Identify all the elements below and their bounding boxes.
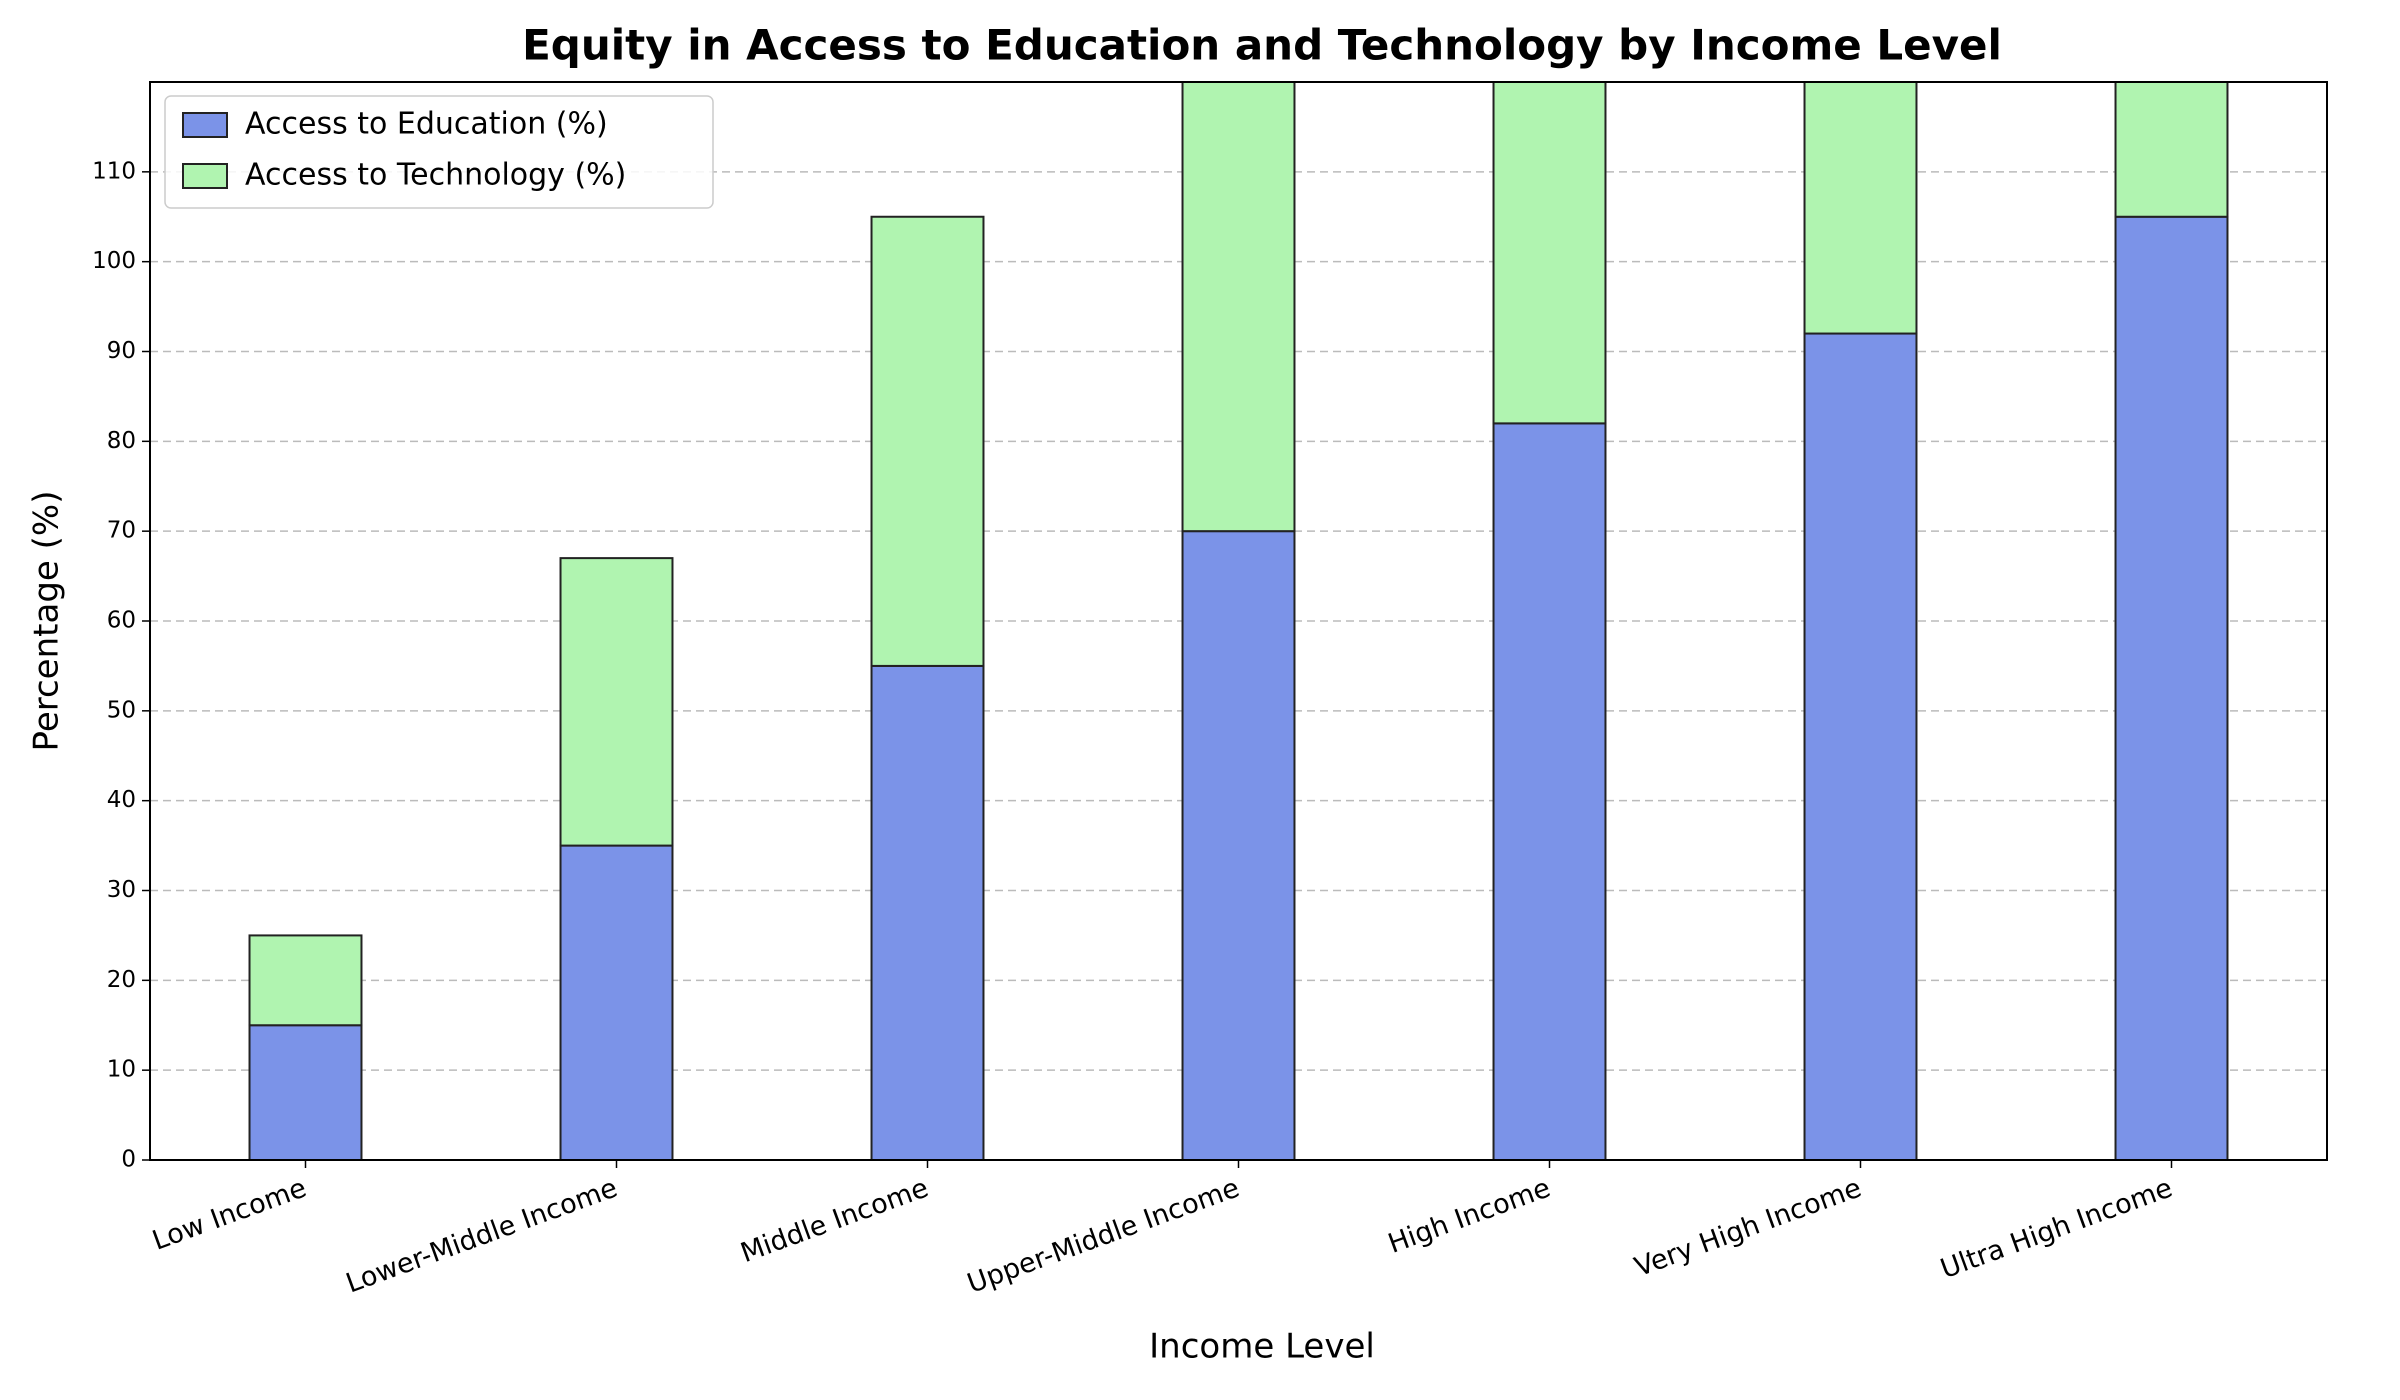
y-tick-label: 80 xyxy=(107,428,136,454)
bar-segment xyxy=(2114,215,2229,1160)
y-tick-label: 30 xyxy=(107,877,136,903)
y-tick-label: 0 xyxy=(121,1147,136,1173)
x-tick-label: Very High Income xyxy=(1631,1172,1866,1283)
y-tick-label: 110 xyxy=(92,158,136,184)
y-tick-label: 70 xyxy=(107,518,136,544)
bar-segment xyxy=(559,844,674,1160)
bar-segment xyxy=(1492,82,1607,425)
legend: Access to Education (%) Access to Technol… xyxy=(164,95,714,209)
y-tick-label: 60 xyxy=(107,608,136,634)
x-tick-label: Lower-Middle Income xyxy=(342,1172,621,1299)
x-tick-label: Low Income xyxy=(148,1172,310,1256)
y-axis-label: Percentage (%) xyxy=(27,491,67,752)
bar-segment xyxy=(1181,530,1296,1160)
y-tick-label: 20 xyxy=(107,967,136,993)
chart-title: Equity in Access to Education and Techno… xyxy=(522,21,2002,70)
legend-label: Access to Technology (%) xyxy=(245,158,626,193)
legend-box xyxy=(164,95,714,209)
y-tick-label: 50 xyxy=(107,697,136,723)
bar-segment xyxy=(1803,332,1918,1160)
bar-segment xyxy=(248,934,363,1027)
legend-swatch xyxy=(182,112,228,138)
bar-segment xyxy=(2114,82,2229,218)
bar-segment xyxy=(248,1024,363,1160)
bar-segment xyxy=(870,664,985,1160)
y-tick-label: 100 xyxy=(92,248,136,274)
bar-segment xyxy=(1492,422,1607,1160)
bar-segment xyxy=(1803,82,1918,335)
x-tick-label: Ultra High Income xyxy=(1936,1172,2176,1285)
plot-frame xyxy=(149,81,2328,1161)
legend-swatch xyxy=(182,163,228,189)
bar-segment xyxy=(870,215,985,667)
bar-segment xyxy=(1181,82,1296,533)
legend-label: Access to Education (%) xyxy=(245,107,608,142)
plot-area xyxy=(248,82,2229,1160)
x-tick-label: Upper-Middle Income xyxy=(963,1172,1243,1299)
y-tick-label: 10 xyxy=(107,1057,136,1083)
x-axis-label: Income Level xyxy=(1149,1327,1375,1367)
y-tick-label: 90 xyxy=(107,338,136,364)
x-tick-label: Middle Income xyxy=(737,1172,933,1269)
x-tick-label: High Income xyxy=(1384,1172,1554,1259)
y-tick-label: 40 xyxy=(107,787,136,813)
bar-segment xyxy=(559,557,674,847)
